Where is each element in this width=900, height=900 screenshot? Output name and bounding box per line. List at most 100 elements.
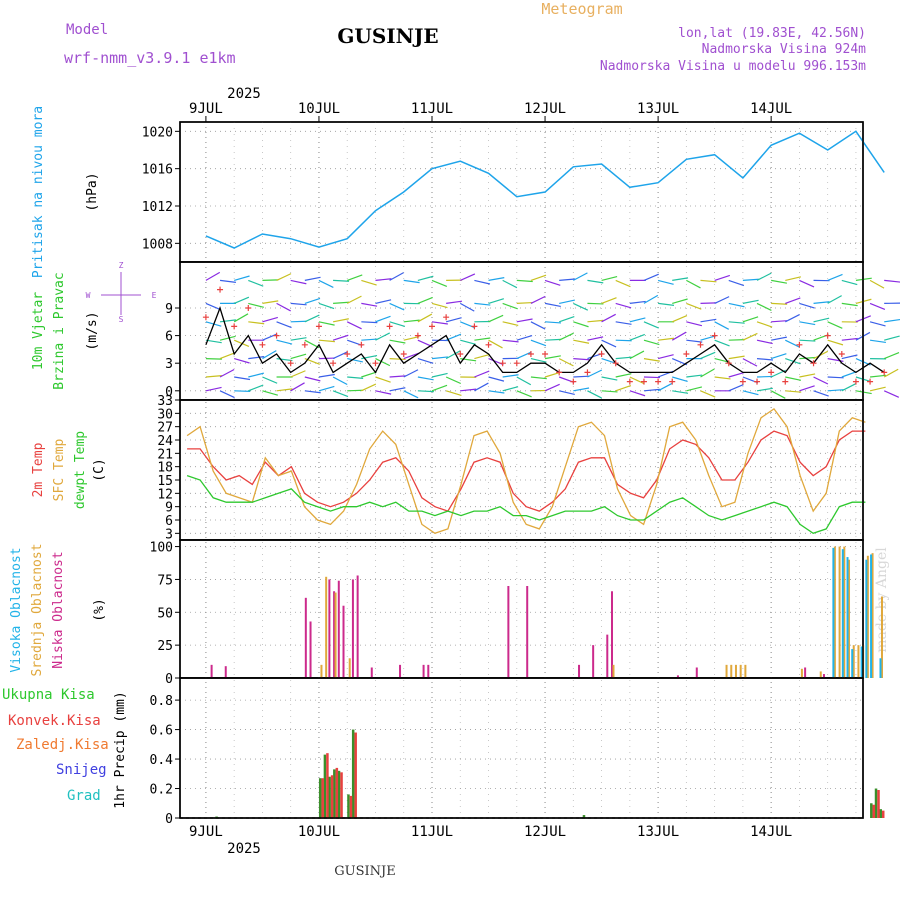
wind-arrow bbox=[672, 277, 689, 281]
wind-arrow bbox=[658, 302, 675, 306]
cloud-bar bbox=[592, 645, 595, 678]
gust-mark bbox=[852, 378, 859, 385]
precip-frame-outline bbox=[179, 677, 864, 819]
cloud-bar bbox=[370, 667, 373, 678]
wind-arrow bbox=[219, 368, 235, 378]
compass-rose: Z W E S bbox=[86, 261, 157, 324]
cloud-ytick-label: 50 bbox=[157, 606, 173, 621]
model-name: wrf-nmm_v3.9.1 e1km bbox=[64, 49, 236, 67]
wind-arrow bbox=[460, 388, 477, 392]
wind-arrow bbox=[615, 339, 632, 342]
cloud-bar bbox=[606, 634, 609, 678]
wind-arrow bbox=[643, 339, 660, 346]
wind-arrow bbox=[488, 376, 505, 382]
gust-mark bbox=[414, 332, 421, 339]
wind-arrow bbox=[276, 358, 293, 362]
cloud-bar bbox=[578, 664, 581, 678]
cloud-bar bbox=[612, 664, 615, 678]
wind-arrow bbox=[318, 302, 335, 310]
temperature-frame bbox=[179, 399, 864, 541]
wind-arrow bbox=[785, 376, 802, 381]
wind-arrow bbox=[714, 339, 730, 347]
wind-arrow bbox=[361, 279, 377, 286]
gust-mark bbox=[711, 332, 718, 339]
precip-bar bbox=[351, 729, 355, 818]
wind-arrow bbox=[799, 356, 816, 360]
wind-arrow bbox=[558, 332, 574, 341]
wind-arrow bbox=[742, 358, 758, 367]
wind-arrow bbox=[219, 335, 236, 341]
gust-mark bbox=[457, 351, 464, 357]
lonlat-label: lon,lat (19.83E, 42.56N) bbox=[678, 26, 866, 41]
top-day-label: 14JUL bbox=[750, 101, 792, 117]
wind-arrow bbox=[332, 351, 348, 360]
temp-line-1 bbox=[187, 430, 866, 512]
model-label: Model bbox=[66, 22, 108, 38]
gust-mark bbox=[287, 360, 294, 367]
pressure-units: (hPa) bbox=[85, 172, 100, 211]
bottom-day-label: 11JUL bbox=[411, 824, 453, 840]
precip-bar bbox=[330, 775, 334, 818]
precip-bar bbox=[326, 753, 329, 818]
wind-arrow bbox=[262, 300, 279, 304]
wind-arrow bbox=[728, 383, 744, 392]
wind-arrow bbox=[700, 390, 716, 398]
gust-mark bbox=[754, 378, 761, 385]
wind-arrow bbox=[417, 275, 434, 281]
wind-arrow bbox=[234, 275, 250, 281]
wind-arrow bbox=[262, 376, 278, 384]
wind-arrow bbox=[615, 385, 632, 392]
wind-arrow bbox=[643, 321, 659, 329]
cloud-bar bbox=[860, 646, 863, 678]
gust-mark bbox=[217, 286, 224, 293]
wind-arrow bbox=[234, 390, 251, 392]
wind-arrow bbox=[375, 278, 392, 281]
gust-markers bbox=[202, 286, 888, 385]
year-top-label: 2025 bbox=[227, 86, 261, 102]
wind-arrow bbox=[276, 273, 292, 281]
wind-arrow bbox=[417, 296, 433, 304]
wind-arrow bbox=[728, 279, 745, 287]
pressure-ytick-label: 1016 bbox=[142, 163, 173, 178]
wind-arrow bbox=[318, 385, 335, 392]
wind-arrow bbox=[276, 339, 293, 345]
gust-mark bbox=[471, 323, 478, 330]
wind-arrow bbox=[756, 321, 773, 328]
wind-arrow bbox=[629, 390, 646, 397]
wind-arrow bbox=[375, 376, 391, 383]
wind-arrow bbox=[333, 279, 350, 282]
cloud-ytick-label: 100 bbox=[150, 541, 173, 556]
cloud-bar bbox=[676, 675, 679, 678]
wind-arrow bbox=[799, 373, 816, 378]
cloud-bar bbox=[871, 553, 874, 678]
wind-arrow bbox=[304, 339, 320, 349]
wind-arrow bbox=[629, 376, 645, 385]
wind-arrow bbox=[460, 339, 476, 345]
wind-arrow bbox=[290, 353, 307, 360]
wind-arrow bbox=[347, 358, 363, 363]
precip-bar bbox=[881, 810, 885, 818]
wind-arrow bbox=[559, 390, 575, 395]
precip-bar bbox=[337, 770, 341, 818]
wind-arrow bbox=[502, 302, 518, 310]
wind-arrow bbox=[234, 376, 251, 381]
cloud-bar bbox=[304, 597, 307, 678]
wind-arrow bbox=[290, 370, 306, 378]
wind-arrow bbox=[445, 350, 461, 360]
cloud-bar bbox=[833, 546, 836, 678]
precip-frame bbox=[179, 677, 864, 819]
wind-arrow bbox=[234, 358, 250, 364]
bottom-day-label: 13JUL bbox=[637, 824, 679, 840]
wind-arrow bbox=[431, 372, 448, 378]
gust-mark bbox=[697, 341, 704, 348]
wind-arrow bbox=[417, 376, 434, 381]
wind-arrow bbox=[700, 302, 717, 304]
wind-arrow bbox=[785, 358, 801, 365]
wind-arrow bbox=[813, 390, 829, 397]
wind-arrow bbox=[361, 321, 378, 324]
wind-arrow bbox=[516, 279, 533, 283]
wind-arrow bbox=[714, 376, 731, 380]
wind-arrow bbox=[785, 276, 802, 281]
wind-arrow bbox=[813, 317, 830, 323]
wind-arrow bbox=[417, 313, 433, 323]
